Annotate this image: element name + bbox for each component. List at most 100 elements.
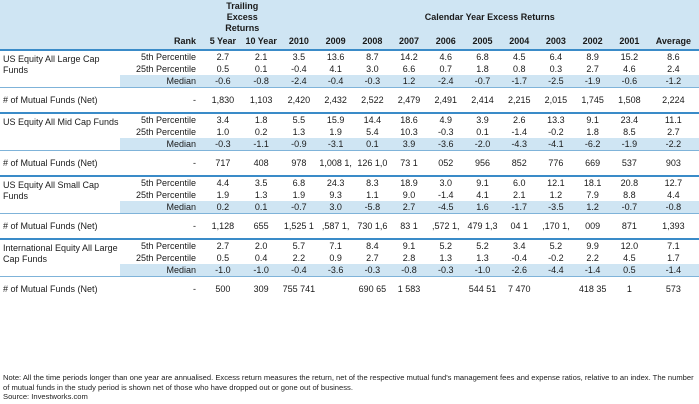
fund-count-cell: ,587 1,	[317, 213, 354, 239]
fund-count-rank: -	[120, 276, 205, 301]
table-cell: 1.3	[439, 252, 453, 263]
fund-count-row: # of Mutual Funds (Net) -500 309 755 741 690…	[0, 276, 699, 301]
table-cell: -1.4	[511, 126, 527, 137]
fund-count-cell: 418 35	[574, 276, 611, 301]
column-header: 2003	[537, 34, 575, 50]
table-cell: -2.4	[427, 75, 465, 88]
fund-count-row: # of Mutual Funds (Net) -1,830 1,103 2,420 2…	[0, 87, 699, 113]
table-cell: 2.1	[512, 189, 526, 200]
table-cell: -2.5	[537, 75, 575, 88]
table-cell: 18.9	[390, 175, 428, 189]
table-cell: 8.8	[623, 189, 636, 200]
fund-count-cell: 776	[537, 150, 575, 176]
trailing-header: Trailing Excess Returns	[204, 0, 281, 34]
table-cell: 6.8	[280, 175, 318, 189]
table-body: US Equity All Large Cap Funds 5th Percent…	[0, 49, 699, 301]
header-row-top: Trailing Excess Returns Calendar Year Ex…	[0, 0, 699, 34]
table-cell: 5.7	[280, 238, 318, 252]
table-cell: 9.9	[574, 238, 611, 252]
group-name: US Equity All Large Cap Funds	[0, 49, 121, 88]
table-cell: -1.9	[611, 138, 648, 151]
table-cell: 4.5	[500, 49, 538, 63]
table-cell: 8.9	[574, 49, 611, 63]
table-cell: -0.6	[611, 75, 648, 88]
table-cell: 12.7	[647, 175, 699, 189]
table-cell: 1.7	[667, 252, 680, 263]
table-cell: 3.5	[280, 49, 318, 63]
fund-count-rank: -	[120, 213, 205, 239]
fund-count-cell: 903	[647, 150, 699, 176]
fund-count-cell: 2,015	[537, 87, 575, 113]
table-cell: 0.5	[611, 264, 648, 277]
fund-count-cell: 730 1,6	[353, 213, 391, 239]
table-cell: -0.6	[204, 75, 242, 88]
table-cell: -0.8	[241, 75, 281, 88]
row-label: 5th Percentile	[120, 238, 205, 252]
table-cell: -1.0	[241, 264, 281, 277]
fund-count-cell: 1,525 1	[280, 213, 318, 239]
table-cell: -4.3	[500, 138, 538, 151]
fund-count-cell: 690 65	[353, 276, 391, 301]
fund-count-cell: 1,128	[204, 213, 242, 239]
table-cell: -1.1	[241, 138, 281, 151]
column-header: 2007	[390, 34, 428, 50]
table-cell: -1.0	[464, 264, 501, 277]
table-row: 25th Percentile 1.0 0.2 1.3 1.9 5.4 10.3 -0.3 0.…	[0, 126, 699, 138]
column-header: 10 Year	[241, 34, 281, 50]
table-cell: 9.0	[402, 189, 416, 200]
table-cell: -4.1	[537, 138, 575, 151]
table-cell: 6.4	[537, 49, 575, 63]
table-row: 25th Percentile 0.5 0.1 -0.4 4.1 3.0 6.6 0.7 1.8…	[0, 63, 699, 75]
table-row: Median -0.3 -1.1 -0.9 -3.1 0.1 3.9 -3.6 -2.0 -4.3…	[0, 138, 699, 151]
column-header: 2008	[353, 34, 391, 50]
group-name: US Equity All Mid Cap Funds	[0, 112, 121, 151]
table-cell: 23.4	[611, 112, 648, 126]
fund-count-label: # of Mutual Funds (Net)	[0, 150, 121, 176]
table-cell: 2.7	[366, 252, 379, 263]
table-cell: 3.4	[204, 112, 242, 126]
row-label: 25th Percentile	[135, 252, 197, 263]
table-cell: 2.8	[402, 252, 416, 263]
fund-count-cell: 009	[574, 213, 611, 239]
fund-count-cell: ,170 1,	[537, 213, 575, 239]
table-cell: 0.1	[353, 138, 391, 151]
table-cell: 5.4	[366, 126, 379, 137]
column-header: Average	[647, 34, 699, 50]
table-cell: 20.8	[611, 175, 648, 189]
fund-count-row: # of Mutual Funds (Net) -1,128 655 1,525 1,…	[0, 213, 699, 239]
table-cell: 0.1	[476, 126, 489, 137]
table-cell: 2.1	[241, 49, 281, 63]
table-cell: 1.3	[292, 126, 306, 137]
table-cell: 2.7	[204, 238, 242, 252]
table-cell: 18.1	[574, 175, 611, 189]
calendar-header: Calendar Year Excess Returns	[280, 0, 699, 34]
table-cell: 1.3	[254, 189, 268, 200]
fund-count-row: # of Mutual Funds (Net) -717 408 978 1,008 1…	[0, 150, 699, 176]
fund-count-cell: 408	[241, 150, 281, 176]
group-name: US Equity All Small Cap Funds	[0, 175, 121, 214]
group-name: International Equity All Large Cap Funds	[0, 238, 121, 277]
table-cell: 10.3	[400, 126, 418, 137]
table-cell: 3.5	[241, 175, 281, 189]
table-cell: 0.1	[254, 63, 268, 74]
table-cell: -2.2	[647, 138, 699, 151]
table-cell: 7.1	[317, 238, 354, 252]
table-row: 25th Percentile 0.5 0.4 2.2 0.9 2.7 2.8 1.3 1.3 -…	[0, 252, 699, 264]
table-cell: 2.7	[586, 63, 599, 74]
table-cell: -3.6	[427, 138, 465, 151]
table-cell: -1.2	[647, 75, 699, 88]
table-cell: -1.4	[438, 189, 454, 200]
table-cell: 15.2	[611, 49, 648, 63]
table-cell: 5.2	[427, 238, 465, 252]
fund-count-cell: 2,522	[353, 87, 391, 113]
table-cell: -0.7	[611, 201, 648, 214]
fund-count-label: # of Mutual Funds (Net)	[0, 213, 121, 239]
table-cell: 13.3	[537, 112, 575, 126]
table-cell: 4.4	[667, 189, 680, 200]
row-label: 5th Percentile	[120, 112, 205, 126]
table-cell: 8.5	[623, 126, 636, 137]
table-cell: 0.8	[512, 63, 526, 74]
fund-count-rank: -	[120, 150, 205, 176]
table-cell: -4.5	[427, 201, 465, 214]
